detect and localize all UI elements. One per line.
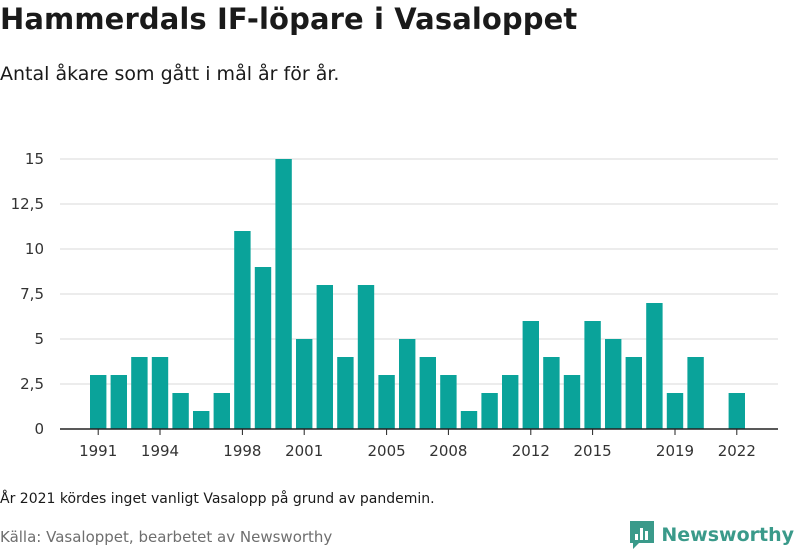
y-tick-label: 0 bbox=[34, 420, 44, 438]
x-tick-label: 1998 bbox=[223, 442, 261, 460]
x-tick-label: 2001 bbox=[285, 442, 323, 460]
bar bbox=[419, 357, 436, 429]
y-tick-label: 12,5 bbox=[11, 195, 44, 213]
bar bbox=[337, 357, 354, 429]
chart-title: Hammerdals IF-löpare i Vasaloppet bbox=[0, 2, 578, 36]
bar bbox=[90, 375, 107, 429]
y-tick-label: 15 bbox=[25, 150, 44, 168]
bar bbox=[522, 321, 539, 429]
bar bbox=[728, 393, 745, 429]
x-tick-label: 2005 bbox=[368, 442, 406, 460]
newsworthy-icon bbox=[630, 521, 655, 549]
footnote: År 2021 kördes inget vanligt Vasalopp på… bbox=[0, 491, 435, 507]
grid-lines bbox=[60, 158, 778, 385]
x-tick-label: 2019 bbox=[656, 442, 694, 460]
bar bbox=[646, 303, 663, 429]
bar bbox=[275, 159, 292, 429]
bar bbox=[378, 375, 395, 429]
bar bbox=[625, 357, 642, 429]
bar bbox=[502, 375, 519, 429]
x-tick-label: 1991 bbox=[79, 442, 117, 460]
bar bbox=[193, 411, 210, 429]
bar bbox=[399, 339, 416, 429]
bar bbox=[605, 339, 622, 429]
chart-subtitle: Antal åkare som gått i mål år för år. bbox=[0, 63, 340, 85]
bar bbox=[316, 285, 333, 429]
bar bbox=[481, 393, 498, 429]
bar bbox=[563, 375, 581, 429]
y-tick-label: 10 bbox=[25, 240, 44, 258]
bar-chart: 0 2,5 5 7,5 10 12,5 15 1991 1994 1998 2001 2005 200… bbox=[11, 150, 778, 460]
bar bbox=[440, 375, 457, 429]
x-tick-label: 2015 bbox=[574, 442, 612, 460]
bars bbox=[90, 159, 745, 429]
bar bbox=[460, 411, 478, 429]
brand-name: Newsworthy bbox=[661, 524, 794, 546]
bar bbox=[172, 393, 189, 429]
x-tick-label: 2012 bbox=[512, 442, 550, 460]
bar bbox=[687, 357, 704, 429]
bar bbox=[543, 357, 560, 429]
brand-logo: Newsworthy bbox=[629, 520, 794, 550]
bar bbox=[584, 321, 601, 429]
x-tick-label: 2022 bbox=[718, 442, 756, 460]
bar bbox=[666, 393, 684, 429]
bar bbox=[296, 339, 313, 429]
bar bbox=[357, 285, 375, 429]
bar bbox=[234, 231, 251, 429]
y-tick-label: 2,5 bbox=[20, 375, 44, 393]
source-note: Källa: Vasaloppet, bearbetet av Newswort… bbox=[0, 528, 333, 546]
bar bbox=[254, 267, 272, 429]
bar bbox=[131, 357, 148, 429]
x-axis: 1991 1994 1998 2001 2005 2008 2012 2015 2019 2022 bbox=[60, 428, 778, 460]
y-tick-label: 7,5 bbox=[20, 285, 44, 303]
bar bbox=[151, 357, 169, 429]
bar bbox=[110, 375, 127, 429]
bar bbox=[213, 393, 230, 429]
y-axis-labels: 0 2,5 5 7,5 10 12,5 15 bbox=[11, 150, 44, 438]
x-tick-label: 2008 bbox=[429, 442, 467, 460]
x-tick-label: 1994 bbox=[141, 442, 179, 460]
y-tick-label: 5 bbox=[34, 330, 44, 348]
